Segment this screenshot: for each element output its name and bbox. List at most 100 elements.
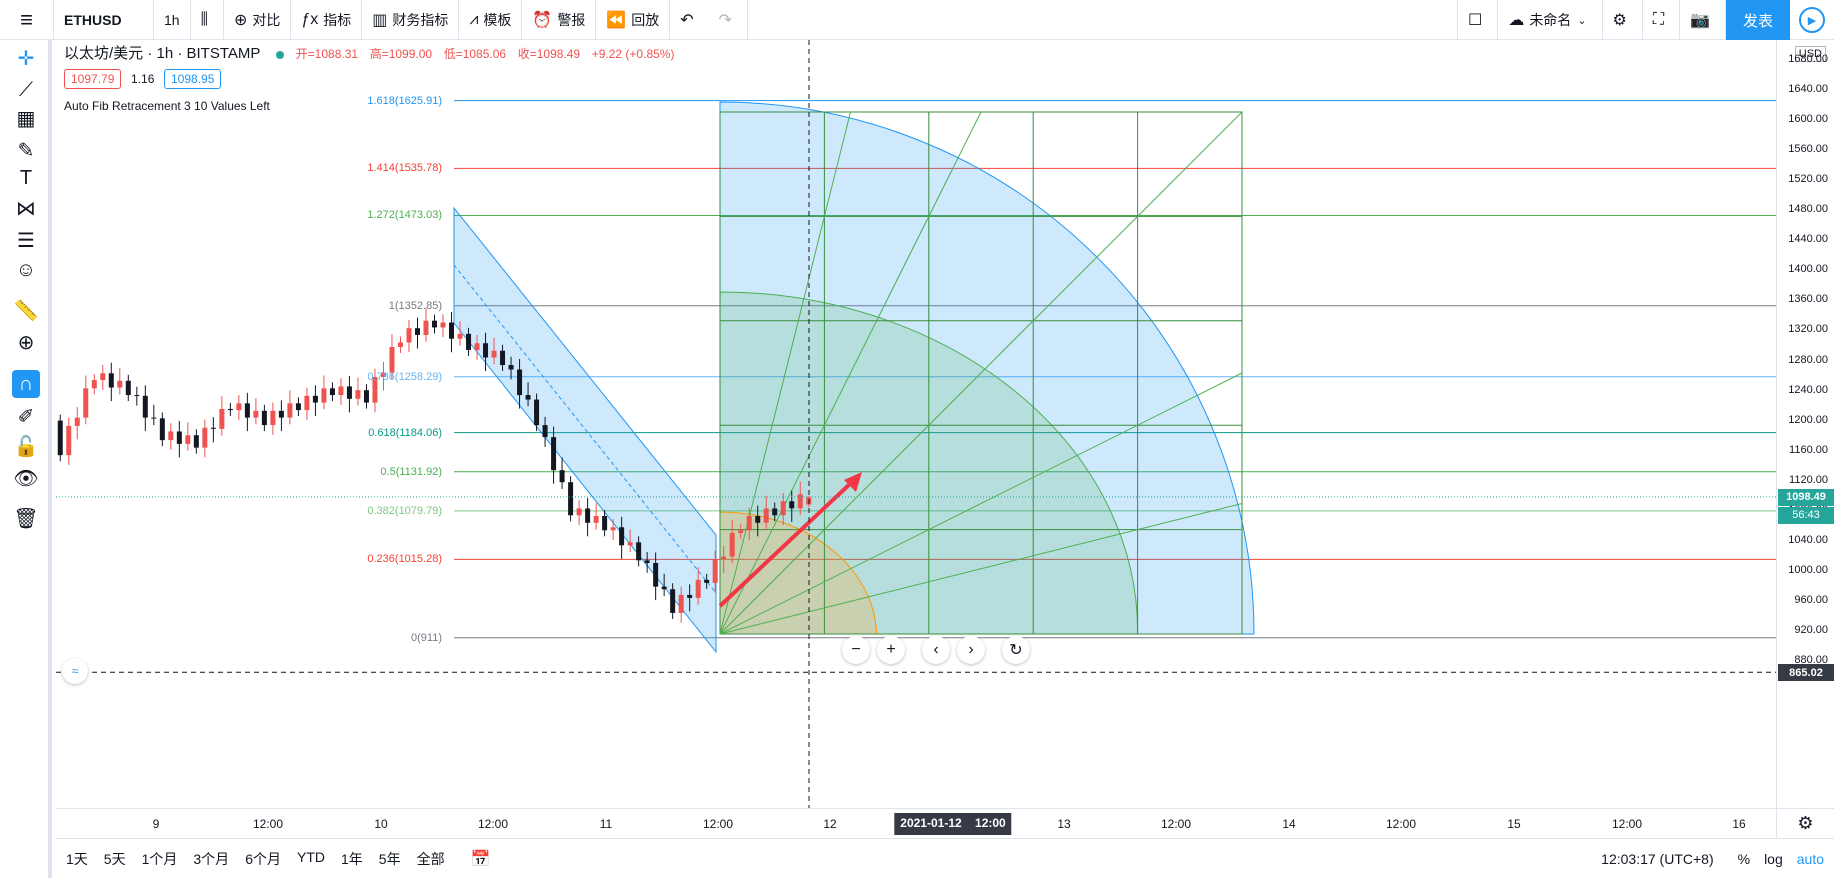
brush-icon[interactable]: ✎ [17, 139, 35, 162]
emoji-icon[interactable]: ☺ [15, 258, 37, 281]
chart-pane[interactable]: 以太坊/美元 · 1h · BITSTAMP 开=1088.31 高=1099.… [56, 40, 1776, 808]
redo-icon: ↷ [718, 11, 733, 29]
log-toggle[interactable]: log [1764, 851, 1783, 867]
prediction-icon[interactable]: ☰ [17, 229, 35, 252]
fib-tool-icon[interactable]: ▦ [16, 107, 36, 130]
range-button[interactable]: 1年 [340, 850, 363, 867]
range-button[interactable]: 1天 [66, 850, 88, 867]
legend-open: 开=1088.31 [295, 47, 359, 61]
eye-icon[interactable]: 👁 [13, 467, 39, 490]
axis-settings-button[interactable]: ⚙ [1776, 808, 1834, 838]
range-button[interactable]: 6个月 [245, 850, 281, 867]
gann-fan-line [719, 111, 982, 635]
fullscreen-layout-button[interactable]: ☐ [1456, 0, 1499, 40]
symbol-search[interactable]: ETHUSD [54, 0, 154, 40]
redo-button[interactable]: ↷ [709, 0, 749, 40]
candle-body [780, 501, 786, 516]
pattern-icon[interactable]: ⋈ [16, 197, 36, 220]
range-button[interactable]: YTD [296, 848, 325, 865]
play-button[interactable]: ▶ [1790, 0, 1834, 40]
zoom-in-button[interactable]: + [877, 636, 905, 664]
date-range-button[interactable]: 📅 [471, 849, 491, 869]
cloud-icon: ☁ [1508, 12, 1525, 29]
candle-body [236, 403, 242, 411]
financials-button[interactable]: ▥ 财务指标 [362, 0, 460, 40]
unlock-icon[interactable]: 🔓 [13, 435, 39, 458]
candle-body [406, 328, 412, 343]
candle-body [695, 579, 701, 598]
candle-body [66, 425, 72, 456]
settings-button[interactable]: ⚙ [1603, 0, 1643, 40]
fullscreen-icon: ⛶ [1652, 11, 1665, 28]
undo-button[interactable]: ↶ [670, 0, 708, 40]
chart-legend: 以太坊/美元 · 1h · BITSTAMP 开=1088.31 高=1099.… [64, 42, 674, 113]
candle-body [517, 369, 523, 396]
reset-chart-button[interactable]: ↻ [1002, 636, 1030, 664]
candle-body [457, 333, 463, 339]
range-button[interactable]: 1个月 [141, 850, 178, 867]
candle-body [508, 365, 514, 370]
time-tick: 13 [1057, 817, 1071, 831]
magnet-icon[interactable]: ∩ [12, 370, 40, 398]
tv-logo[interactable]: ≈ [62, 658, 88, 684]
trash-icon[interactable]: 🗑 [13, 507, 39, 530]
candle-body [585, 508, 591, 523]
clock[interactable]: 12:03:17 (UTC+8) [1601, 851, 1714, 867]
alerts-button[interactable]: ⏰ 警报 [522, 0, 597, 40]
trendline-icon[interactable]: ⟋ [19, 78, 33, 101]
replay-button[interactable]: ⏪ 回放 [596, 0, 671, 40]
time-tick: 12:00 [702, 817, 734, 831]
range-button[interactable]: 5年 [378, 850, 401, 867]
layout-name-button[interactable]: ☁ 未命名 ⌄ [1498, 0, 1603, 40]
percent-toggle[interactable]: % [1737, 851, 1751, 867]
currency-label[interactable]: USD [1794, 46, 1826, 62]
time-tick: 12:00 [477, 817, 509, 831]
templates-button[interactable]: ⩘ 模板 [459, 0, 523, 40]
range-button[interactable]: 全部 [416, 850, 445, 867]
auto-toggle[interactable]: auto [1796, 851, 1824, 867]
time-tick: 12:00 [1385, 817, 1417, 831]
compare-button[interactable]: ⊕ 对比 [224, 0, 292, 40]
scroll-right-button[interactable]: › [957, 636, 985, 664]
ruler-icon[interactable]: 📏 [13, 299, 39, 322]
indicators-button[interactable]: ƒx 指标 [291, 0, 363, 40]
range-button[interactable]: 5天 [103, 850, 126, 867]
last-price-label: 1098.49 [1778, 488, 1834, 506]
bar-chart-icon: ▥ [372, 11, 388, 29]
fullscreen-button[interactable]: ⛶ [1643, 0, 1681, 40]
candle-body [338, 386, 344, 396]
financials-label: 财务指标 [392, 11, 449, 28]
candle-body [100, 373, 106, 381]
legend-close: 收=1098.49 [517, 47, 581, 61]
range-button[interactable]: 3个月 [193, 850, 230, 867]
fib-indicator-legend[interactable]: Auto Fib Retracement 3 10 Values Left [64, 99, 270, 113]
crosshair-icon[interactable]: ✛ [17, 47, 35, 70]
candle-body [729, 532, 735, 557]
price-tick: 1160.00 [1789, 443, 1828, 456]
ask-price[interactable]: 1098.95 [164, 69, 222, 89]
bid-price[interactable]: 1097.79 [64, 69, 122, 89]
template-icon: ⩘ [469, 10, 479, 28]
chart-type-button[interactable]: ⫼ [191, 0, 224, 40]
chart-canvas[interactable] [56, 40, 1776, 808]
candle-body [789, 501, 795, 509]
zoom-in-icon[interactable]: ⊕ [17, 331, 35, 354]
text-tool-icon[interactable]: T [19, 166, 33, 189]
publish-button[interactable]: 发表 [1726, 0, 1790, 40]
legend-title: 以太坊/美元 · 1h · BITSTAMP [64, 45, 261, 62]
interval-button[interactable]: 1h [154, 0, 191, 40]
time-axis[interactable]: 9 12:00 10 12:00 11 12:00 12 13 12:00 14 12:00 15 12… [56, 808, 1776, 838]
candle-body [432, 320, 437, 328]
fib-level-label: 0.786(1258.29) [367, 370, 442, 383]
fib-level-label: 0(911) [411, 631, 442, 644]
candle-body [397, 342, 403, 347]
lock-draw-icon[interactable]: ✐ [17, 405, 35, 428]
fib-level-label: 1.618(1625.91) [367, 94, 442, 107]
scroll-left-button[interactable]: ‹ [922, 636, 950, 664]
price-tick: 1360.00 [1788, 293, 1828, 306]
zoom-out-button[interactable]: − [842, 636, 870, 664]
price-axis[interactable]: USD 1680.00 1640.00 1600.00 1560.00 1520.00 1… [1776, 40, 1834, 808]
candle-body [644, 560, 650, 563]
menu-icon[interactable]: ≡ [0, 0, 54, 40]
snapshot-button[interactable]: 📷 [1680, 0, 1726, 40]
